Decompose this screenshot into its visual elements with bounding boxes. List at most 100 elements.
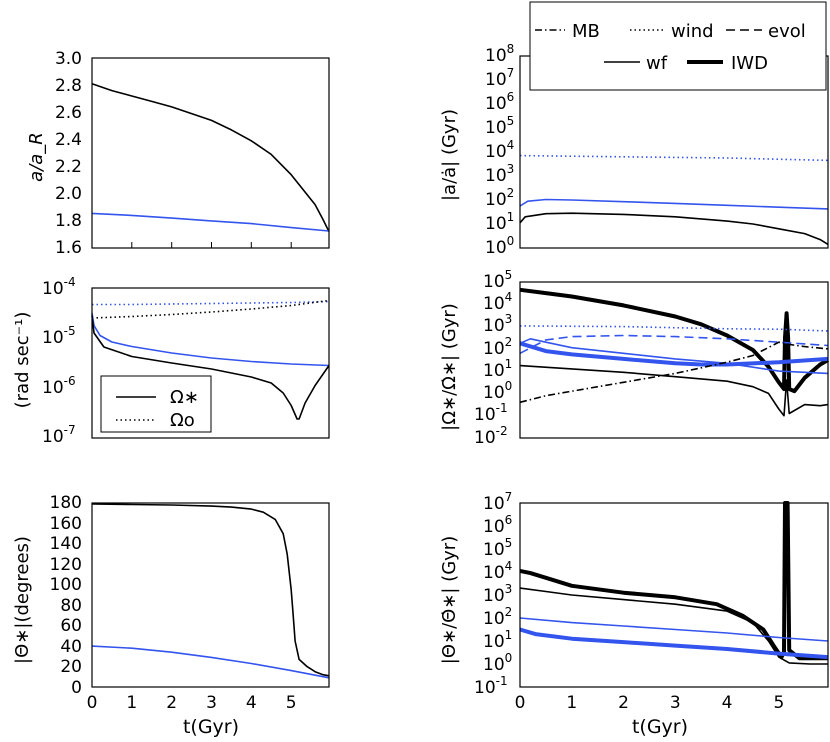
panel-e-ytick: 0 (71, 678, 82, 698)
panel-d-series-1 (519, 341, 829, 367)
svg-text:101: 101 (483, 628, 512, 652)
panel-e-ytick: 40 (60, 637, 82, 657)
panel-e-ylabel: |Θ∗|(degrees) (12, 536, 33, 664)
panel-d-ytick: 100 (483, 379, 512, 403)
panel-d-frame (519, 281, 829, 439)
panel-e-frame (91, 502, 330, 688)
panel-e-ytick: 140 (50, 534, 82, 554)
panel-c-ytick: 10-7 (42, 423, 76, 447)
panel-b-ytick: 101 (485, 210, 514, 234)
panel-f-ytick: 100 (483, 651, 512, 675)
panel-c-series-1 (91, 299, 330, 319)
top-legend-box (529, 1, 827, 91)
panel-a-ytick: 2.2 (55, 157, 82, 177)
panel-c-yticks: 10-7 10-6 10-5 10-4 (42, 275, 76, 447)
svg-text:106: 106 (483, 513, 512, 537)
svg-text:107: 107 (485, 66, 514, 90)
panel-b-series-2 (519, 212, 829, 246)
svg-text:101: 101 (483, 357, 512, 381)
panel-c-series-0 (92, 300, 330, 306)
svg-text:105: 105 (483, 268, 512, 292)
panel-c-frame (91, 287, 330, 439)
legend-wind-label: wind (671, 21, 714, 42)
panel-a-ytick: 1.6 (55, 238, 82, 258)
svg-text:100: 100 (483, 651, 512, 675)
panel-d-ytick: 10-2 (474, 424, 508, 448)
panel-b-ytick: 108 (485, 42, 514, 66)
panel-d-yticks: 10-2 10-1 100 101 102 103 104 105 (474, 268, 512, 448)
panel-f-ytick: 107 (483, 490, 512, 514)
panel-e-ytick: 120 (50, 555, 82, 575)
panel-e-series-1 (91, 645, 330, 679)
svg-text:105: 105 (485, 114, 514, 138)
panel-d-series (519, 287, 829, 417)
panel-a-series (91, 83, 330, 233)
svg-text:10-2: 10-2 (474, 424, 508, 448)
panel-e-xtick: 0 (87, 693, 98, 713)
panel-e-xtick: 5 (286, 693, 297, 713)
panel-e-ytick: 160 (50, 514, 82, 534)
panel-b-ytick: 107 (485, 66, 514, 90)
panel-d-series-3 (519, 334, 829, 355)
panel-e-series (91, 503, 330, 679)
svg-text:102: 102 (483, 335, 512, 359)
panel-e-xtick: 1 (126, 693, 137, 713)
panel-f-xlabel: t(Gyr) (632, 716, 688, 738)
panel-b-series-1 (519, 198, 829, 210)
panel-d-ytick: 102 (483, 335, 512, 359)
panel-b-ytick: 100 (485, 234, 514, 258)
legend-omega-o-label: Ωo (170, 410, 195, 431)
panel-a-ytick: 1.8 (55, 211, 82, 231)
panel-f-series-0 (519, 501, 828, 661)
panel-f-xtick: 2 (618, 693, 629, 713)
panel-d-ytick: 101 (483, 357, 512, 381)
panel-d-ytick: 105 (483, 268, 512, 292)
panel-f-xtick: 1 (566, 693, 577, 713)
panel-c-ylabel: (rad sec⁻¹) (12, 312, 33, 409)
panel-f-ytick: 104 (483, 559, 512, 583)
panel-c-ytick: 10-5 (42, 324, 76, 348)
panel-b-ylabel: |a/ȧ| (Gyr) (439, 109, 460, 201)
panel-f-frame (519, 502, 829, 688)
panel-e: |Θ∗|(degrees) 0 20 40 60 80 100 120 140 … (12, 493, 330, 738)
panel-a-frame (91, 57, 330, 249)
panel-a-ylabel: a/a_R (26, 132, 47, 182)
panel-d-series-2 (519, 325, 829, 332)
panel-d-ytick: 10-1 (474, 401, 508, 425)
panel-e-xtick: 4 (246, 693, 257, 713)
svg-text:104: 104 (483, 290, 512, 314)
top-legend: MB wind evol wf IWD (529, 1, 827, 91)
svg-text:10-1: 10-1 (474, 401, 508, 425)
panel-d-ytick: 104 (483, 290, 512, 314)
panel-e-xlabel: t(Gyr) (183, 716, 239, 738)
panel-c-legend-box (100, 375, 212, 433)
svg-text:106: 106 (485, 90, 514, 114)
panel-a-xticks-marks (131, 242, 292, 248)
panel-d-ylabel: |Ω∗/Ω̇∗| (Gyr) (439, 303, 460, 431)
panel-e-ytick: 60 (60, 616, 82, 636)
panel-f-xticks: 0 1 2 3 4 5 (515, 693, 785, 713)
panel-f-ytick: 103 (483, 582, 512, 606)
legend-mb-label: MB (572, 21, 600, 42)
svg-text:107: 107 (483, 490, 512, 514)
svg-text:104: 104 (485, 138, 514, 162)
panel-d-series-6 (519, 364, 829, 417)
legend-omega-star-label: Ω∗ (170, 387, 199, 408)
svg-text:101: 101 (485, 210, 514, 234)
panel-f: |Θ∗/Θ̇∗| (Gyr) 10-1 100 101 102 103 104 … (439, 490, 829, 738)
panel-a-ytick: 2.8 (55, 76, 82, 96)
panel-e-xtick: 2 (166, 693, 177, 713)
svg-text:102: 102 (483, 605, 512, 629)
panel-f-series (519, 501, 829, 665)
legend-iwd-label: IWD (731, 53, 768, 74)
panel-b-ytick: 104 (485, 138, 514, 162)
panel-d-series-0 (519, 287, 829, 394)
panel-f-xtick: 0 (515, 693, 526, 713)
svg-text:10-1: 10-1 (474, 674, 508, 698)
panel-b-series-0 (519, 154, 829, 162)
panel-e-ytick: 80 (60, 596, 82, 616)
svg-text:103: 103 (483, 582, 512, 606)
svg-text:100: 100 (485, 234, 514, 258)
panel-e-ytick: 100 (50, 575, 82, 595)
panel-f-xtick: 3 (670, 693, 681, 713)
